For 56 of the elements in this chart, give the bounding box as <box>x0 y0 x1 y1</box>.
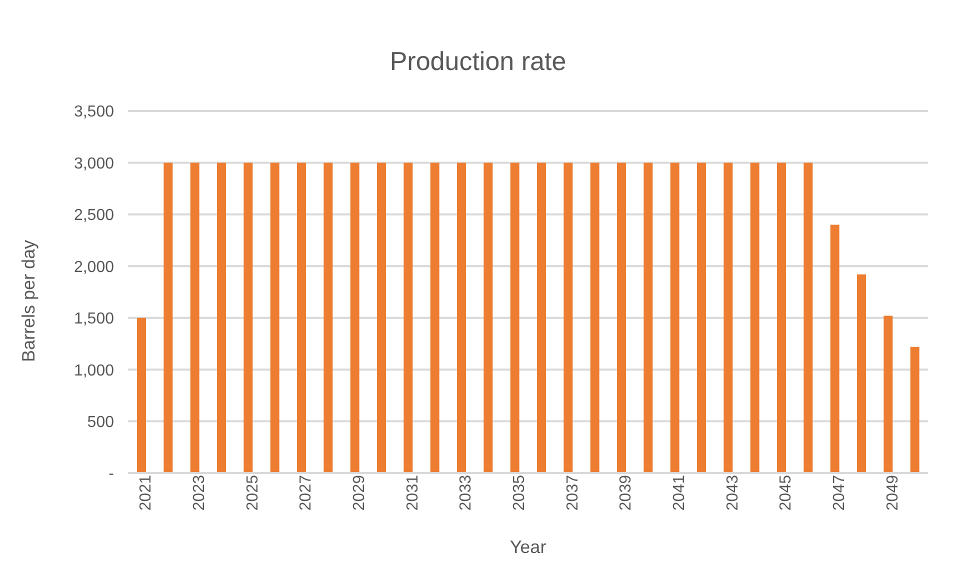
x-tick-label: 2043 <box>724 474 742 511</box>
x-tick-label: 2023 <box>191 474 208 511</box>
bar <box>190 162 200 473</box>
bar <box>270 162 280 473</box>
x-tick-label: 2031 <box>404 474 422 511</box>
bar <box>590 162 600 473</box>
bar <box>164 162 173 473</box>
y-tick-label: 3,000 <box>74 155 114 172</box>
bar <box>404 162 413 473</box>
bar <box>910 346 920 473</box>
y-tick-label: - <box>108 466 114 483</box>
x-tick-label: 2047 <box>831 474 848 511</box>
x-tick-label: 2027 <box>298 474 315 511</box>
bar <box>830 224 840 473</box>
x-tick-label: 2049 <box>884 474 902 511</box>
bar <box>244 162 253 473</box>
y-tick-label: 2,500 <box>74 207 114 224</box>
bar <box>457 162 466 473</box>
bar <box>297 162 306 473</box>
y-tick-label: 2,000 <box>74 258 114 276</box>
x-tick-label: 2045 <box>778 474 795 511</box>
bar <box>644 162 653 473</box>
chart-title: Production rate <box>388 46 568 77</box>
bar <box>217 162 226 473</box>
y-tick-label: 1,500 <box>74 310 114 328</box>
y-tick-label: 1,000 <box>74 362 114 380</box>
bar <box>617 162 626 473</box>
bar <box>324 162 333 473</box>
x-axis-title: Year <box>510 537 546 557</box>
bar <box>724 162 733 473</box>
y-tick-label: 500 <box>87 414 114 431</box>
bar <box>750 162 760 473</box>
bar <box>564 162 573 473</box>
bar <box>430 162 440 473</box>
x-tick-label: 2039 <box>618 474 635 511</box>
bar <box>137 318 146 473</box>
bar <box>377 162 386 473</box>
x-tick-label: 2021 <box>138 474 155 511</box>
x-tick-label: 2035 <box>511 474 528 511</box>
x-tick-label: 2025 <box>244 474 262 511</box>
bar <box>537 162 546 473</box>
y-tick-label: 3,500 <box>74 104 114 121</box>
bar <box>777 162 786 473</box>
y-axis-title: Barrels per day <box>18 240 38 362</box>
bar <box>804 162 813 473</box>
x-tick-label: 2037 <box>564 474 582 511</box>
x-tick-label: 2033 <box>458 474 475 511</box>
x-tick-label: 2029 <box>351 474 368 511</box>
bar <box>697 162 706 473</box>
bar <box>670 162 680 473</box>
bar <box>510 162 520 473</box>
bar <box>350 162 360 473</box>
x-tick-label: 2041 <box>671 474 688 511</box>
bar <box>857 274 866 473</box>
bar <box>884 316 893 473</box>
bar <box>484 162 493 473</box>
